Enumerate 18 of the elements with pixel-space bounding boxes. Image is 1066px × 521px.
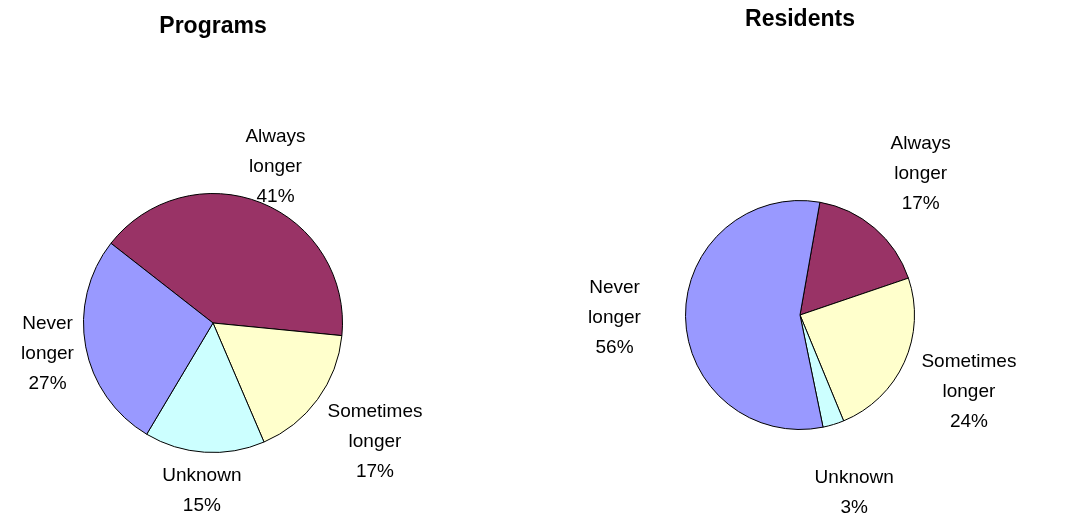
data-label: 24% <box>949 409 989 431</box>
data-label: 17% <box>901 192 940 214</box>
data-label: 27% <box>28 372 67 394</box>
slice-label: Unknown <box>162 464 242 486</box>
slice-label: Never longer <box>588 275 642 327</box>
slice-label: Never longer <box>21 312 75 364</box>
data-label: 56% <box>595 335 634 357</box>
data-label: 17% <box>355 459 395 481</box>
slice-label: Always longer <box>245 124 306 176</box>
data-label: 3% <box>840 495 869 517</box>
slice-label: Sometimes longer <box>921 349 1017 401</box>
slice-label: Sometimes longer <box>327 399 423 451</box>
chart-title: Programs <box>158 12 268 39</box>
chart-title: Residents <box>744 5 856 32</box>
data-label: 15% <box>182 494 221 516</box>
data-label: 41% <box>256 184 295 206</box>
slice-label: Unknown <box>814 465 894 487</box>
slice-label: Always longer <box>890 132 951 184</box>
